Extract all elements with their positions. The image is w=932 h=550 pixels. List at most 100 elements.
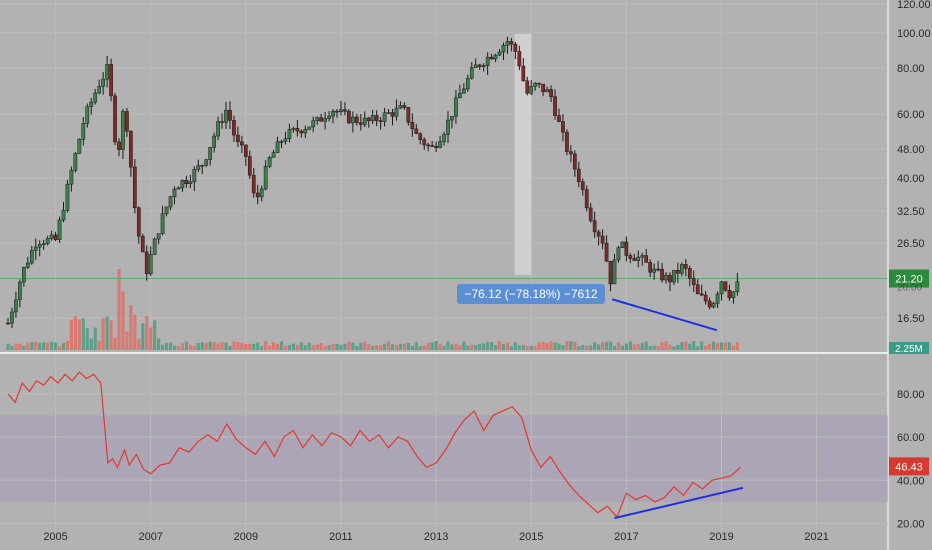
candle-body [410,122,415,130]
volume-bar [252,343,256,350]
time-axis[interactable]: 2005 2007 2009 2011 2013 2015 2017 2019 2021 [43,531,829,543]
candle-body [525,80,530,94]
volume-bar [581,345,585,350]
volume-bar [398,343,403,350]
candle-body [10,311,14,324]
volume-bar [589,345,593,350]
volume-bar [176,346,181,350]
volume-bar [719,342,724,350]
candle-body [343,109,347,112]
candle-body [295,128,300,132]
candle-body [303,129,308,134]
candle-body [53,234,58,240]
candle-body [168,196,173,208]
volume-bar [268,345,272,350]
price-tick-label: 100.00 [897,28,931,40]
candle-body [672,270,676,283]
candle-body [148,254,153,275]
rsi-axis[interactable]: 80.00 60.00 40.00 20.00 [897,389,925,531]
candle-body [454,97,458,117]
candle-body [434,145,438,148]
time-tick-label: 2007 [138,531,162,543]
volume-bar [624,343,628,350]
candle-body [676,270,680,274]
volume-bar [505,342,510,350]
volume-bar [228,345,232,350]
rsi-tick-label: 20.00 [897,519,925,531]
volume-bar [553,342,557,350]
candle-body [33,246,38,251]
candle-body [588,207,593,221]
volume-bar [700,341,704,350]
volume-bar [616,342,621,350]
candle-body [699,293,704,296]
volume-bar [363,341,367,350]
volume-bar [299,342,303,350]
measure-label[interactable]: −76.12 (−78.18%) −7612 [457,284,605,304]
volume-bar [541,341,545,350]
volume-bar [379,345,383,350]
volume-bar [390,344,395,350]
volume-bar [188,344,192,350]
candle-body [49,234,54,239]
candle-body [715,293,720,304]
volume-bar [478,343,482,350]
candle-body [18,281,22,301]
volume-bar [608,341,613,350]
candle-body [549,89,553,97]
volume-bar [311,345,315,350]
candle-body [113,95,117,143]
candle-body [228,109,232,121]
volume-bar [517,345,521,350]
volume-bar [141,323,145,350]
volume-bar [30,342,34,350]
volume-bar [42,342,46,350]
volume-bar [458,345,462,350]
volume-bar [509,346,514,350]
candle-body [426,144,431,147]
candle-body [390,112,395,117]
volume-bar [501,343,506,350]
candle-body [406,107,411,123]
volume-bar [271,342,276,350]
volume-bar [604,342,609,350]
volume-bar [57,346,62,350]
candle-body [648,262,653,273]
candle-body [600,235,605,244]
candle-body [243,144,248,157]
volume-bar [164,342,169,350]
volume-bar [125,331,129,350]
volume-bar [466,345,470,350]
candle-body [121,111,125,150]
volume-bar [283,345,288,350]
candle-body [378,120,383,122]
candle-body [196,165,201,170]
rsi-badge-text: 46.43 [895,461,923,473]
candle-body [73,153,78,171]
prior-close-label: 20.00 [897,283,922,294]
volume-bar [470,344,474,350]
volume-bar [731,345,736,350]
candle-body [188,181,193,184]
candle-body [29,250,34,264]
volume-bar [704,345,708,350]
price-tick-label: 16.50 [897,313,925,325]
candle-body [493,54,498,60]
volume-bar [711,341,716,350]
candle-body [727,290,732,299]
time-tick-label: 2021 [804,531,828,543]
price-trend-line[interactable] [611,298,718,332]
candle-body [109,64,113,97]
volume-bar [339,344,343,350]
volume-badge-text: 2.25M [895,344,923,355]
volume-bar [319,343,323,350]
rsi-tick-label: 60.00 [897,432,925,444]
price-axis[interactable]: 120.00 100.00 80.00 60.00 48.00 40.00 32.50 26.… [897,0,931,325]
candle-body [446,119,450,135]
volume-bar [287,344,292,350]
candle-body [291,128,296,130]
volume-bar [418,346,422,350]
volume-bar [482,343,486,350]
rsi-trend-line[interactable] [614,486,744,520]
